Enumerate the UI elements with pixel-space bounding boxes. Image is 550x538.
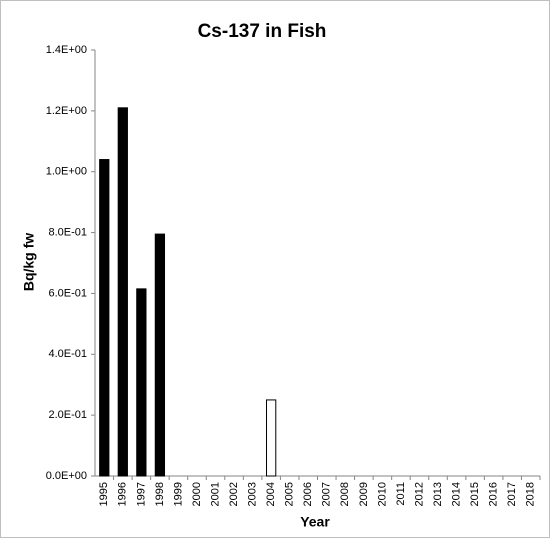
x-tick-label: 2005 bbox=[284, 482, 296, 506]
x-tick-label: 2000 bbox=[191, 482, 203, 506]
chart-title: Cs-137 in Fish bbox=[198, 21, 327, 42]
x-tick-label: 2015 bbox=[469, 482, 481, 506]
x-tick-label: 2012 bbox=[413, 482, 425, 506]
x-tick-label: 2009 bbox=[358, 482, 370, 506]
x-tick-label: 2001 bbox=[209, 482, 221, 506]
y-tick-label: 6.0E-01 bbox=[48, 287, 87, 299]
x-tick-label: 2017 bbox=[506, 482, 518, 506]
bar bbox=[154, 233, 166, 477]
x-tick-label: 2013 bbox=[432, 482, 444, 506]
x-tick-label: 2016 bbox=[488, 482, 500, 506]
x-tick-label: 2002 bbox=[228, 482, 240, 506]
x-tick-label: 1999 bbox=[172, 482, 184, 506]
y-tick-label: 2.0E-01 bbox=[48, 409, 87, 421]
x-tick-label: 1998 bbox=[154, 482, 166, 506]
x-tick-label: 2004 bbox=[265, 482, 277, 506]
bar bbox=[136, 288, 147, 477]
y-tick-label: 1.2E+00 bbox=[46, 105, 87, 117]
y-tick-label: 8.0E-01 bbox=[48, 226, 87, 238]
x-tick-label: 2010 bbox=[376, 482, 388, 506]
x-axis-title: Year bbox=[300, 514, 330, 530]
x-tick-label: 2018 bbox=[525, 482, 537, 506]
x-tick-label: 2011 bbox=[395, 482, 407, 506]
y-tick-label: 0.0E+00 bbox=[46, 470, 87, 482]
x-tick-label: 1996 bbox=[117, 482, 129, 506]
bar bbox=[117, 107, 128, 477]
x-tick-label: 1995 bbox=[98, 482, 110, 506]
x-tick-label: 2008 bbox=[339, 482, 351, 506]
x-tick-label: 2006 bbox=[302, 482, 314, 506]
x-tick-label: 2007 bbox=[321, 482, 333, 506]
y-tick-label: 1.0E+00 bbox=[46, 166, 87, 178]
y-axis-title: Bq/kg fw bbox=[21, 233, 37, 291]
y-tick-label: 4.0E-01 bbox=[48, 348, 87, 360]
x-tick-label: 2014 bbox=[450, 482, 462, 506]
y-tick-label: 1.4E+00 bbox=[46, 44, 87, 56]
bar bbox=[99, 159, 110, 477]
bar bbox=[266, 399, 277, 477]
x-tick-label: 2003 bbox=[247, 482, 259, 506]
x-tick-label: 1997 bbox=[135, 482, 147, 506]
